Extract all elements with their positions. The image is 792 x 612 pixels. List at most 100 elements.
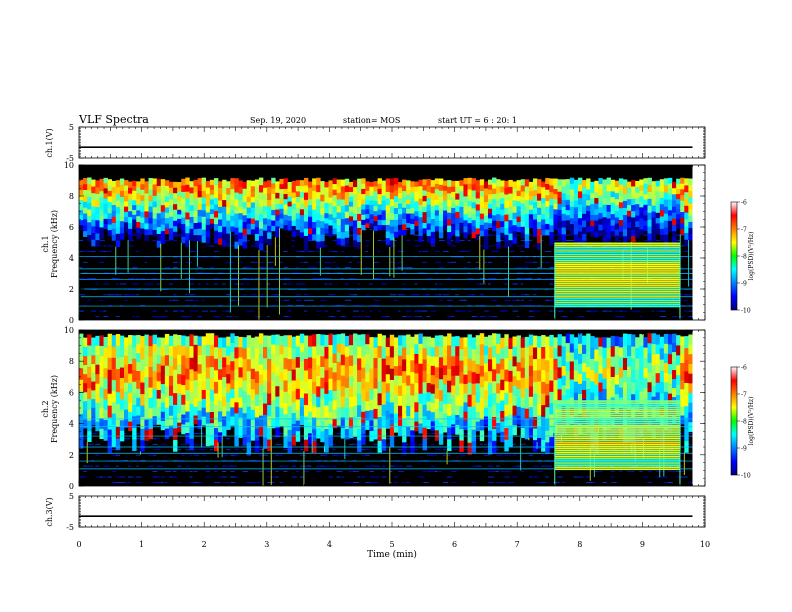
spectrum-cell bbox=[598, 373, 603, 383]
noise-cell bbox=[79, 476, 86, 478]
noise-cell bbox=[483, 443, 488, 445]
spectrum-cell bbox=[197, 391, 202, 402]
spectrum-cell bbox=[516, 221, 522, 227]
noise-cell bbox=[483, 427, 491, 429]
spectrum-cell bbox=[594, 231, 599, 238]
spectrum-cell bbox=[442, 190, 448, 196]
spectrum-cell bbox=[83, 400, 88, 411]
noise-cell bbox=[545, 261, 550, 263]
spectrum-cell bbox=[516, 335, 522, 345]
spectrum-cell bbox=[532, 358, 538, 371]
noise-cell bbox=[144, 261, 147, 263]
spectrum-cell bbox=[242, 214, 247, 222]
noise-cell bbox=[385, 245, 390, 247]
noise-cell bbox=[414, 256, 419, 258]
noise-cell bbox=[107, 305, 112, 307]
spectrum-cell bbox=[680, 183, 685, 190]
spectrum-cell bbox=[410, 186, 415, 193]
spectrum-cell bbox=[406, 180, 411, 186]
spectrum-cell bbox=[475, 186, 481, 193]
noise-cell bbox=[218, 305, 224, 307]
spectrum-cell bbox=[475, 234, 481, 241]
spectrum-cell bbox=[483, 215, 489, 223]
noise-cell bbox=[230, 460, 235, 462]
spectrum-cell bbox=[136, 221, 141, 228]
spectrum-cell bbox=[430, 180, 436, 187]
spectrum-cell bbox=[471, 184, 477, 191]
spectrum-cell bbox=[222, 425, 227, 437]
noise-cell bbox=[541, 256, 545, 258]
noise-cell bbox=[524, 294, 530, 296]
noise-cell bbox=[234, 272, 238, 274]
spectrum-cell bbox=[156, 192, 162, 200]
noise-cell bbox=[545, 476, 549, 478]
spectrum-cell bbox=[132, 185, 137, 191]
spectrum-cell bbox=[438, 335, 444, 347]
noise-cell bbox=[209, 449, 213, 451]
noise-cell bbox=[451, 288, 457, 290]
noise-cell bbox=[643, 234, 648, 236]
spectrum-cell bbox=[479, 365, 485, 377]
spectrum-cell bbox=[189, 198, 194, 206]
spectrum-cell bbox=[594, 197, 599, 204]
spectrum-cell bbox=[389, 379, 395, 392]
noise-cell bbox=[340, 454, 347, 456]
spectrum-cell bbox=[226, 420, 231, 430]
spectrum-cell bbox=[434, 408, 440, 420]
spectrum-cell bbox=[606, 218, 611, 226]
spectrum-cell bbox=[177, 218, 182, 224]
spectrum-cell bbox=[308, 233, 313, 241]
spectrum-cell bbox=[226, 355, 231, 365]
spectrum-cell bbox=[197, 345, 202, 356]
spectrum-cell bbox=[164, 386, 170, 398]
spectrum-cell bbox=[455, 365, 460, 376]
spectrum-cell bbox=[136, 187, 141, 194]
noise-cell bbox=[258, 471, 263, 472]
spectrum-cell bbox=[128, 392, 133, 403]
spectrum-cell bbox=[156, 337, 162, 347]
spectrum-cell bbox=[152, 352, 158, 363]
spectrum-cell bbox=[577, 383, 583, 394]
spectrum-cell bbox=[541, 439, 546, 452]
spectrum-cell bbox=[238, 225, 243, 233]
noise-cell bbox=[528, 454, 534, 456]
spectrum-cell bbox=[618, 387, 624, 398]
noise-cell bbox=[201, 443, 207, 445]
spectrum-cell bbox=[291, 369, 297, 381]
spectrum-cell bbox=[332, 418, 337, 429]
spectrum-cell bbox=[532, 439, 538, 452]
spectrum-cell bbox=[115, 226, 121, 234]
spectrum-cell bbox=[279, 416, 284, 427]
spectrum-cell bbox=[545, 348, 550, 361]
noise-cell bbox=[402, 288, 407, 290]
spectrum-cell bbox=[91, 232, 96, 240]
noise-cell bbox=[320, 278, 325, 279]
spectrum-cell bbox=[144, 199, 149, 206]
spectrum-cell bbox=[258, 199, 264, 207]
noise-cell bbox=[676, 234, 683, 236]
noise-cell bbox=[79, 251, 84, 252]
spectrum-cell bbox=[516, 344, 522, 354]
spectrum-cell bbox=[369, 218, 374, 224]
spectrum-cell bbox=[164, 375, 170, 387]
noise-cell bbox=[459, 256, 464, 258]
noise-cell bbox=[680, 305, 686, 307]
spectrum-cell bbox=[451, 180, 456, 187]
spectrum-cell bbox=[659, 197, 665, 205]
spectrum-cell bbox=[213, 178, 219, 185]
noise-cell bbox=[250, 294, 257, 296]
noise-cell bbox=[438, 299, 443, 301]
spectrum-cell bbox=[316, 344, 321, 356]
spectrum-cell bbox=[234, 178, 239, 186]
spectrum-cell bbox=[414, 201, 419, 207]
noise-cell bbox=[684, 299, 689, 301]
spectrum-cell bbox=[107, 224, 113, 231]
spectrum-cell bbox=[201, 398, 207, 408]
spectrum-cell bbox=[430, 365, 436, 376]
noise-cell bbox=[500, 310, 507, 312]
spectrum-cell bbox=[614, 374, 620, 385]
spectrum-cell bbox=[418, 373, 423, 384]
spectrum-cell bbox=[627, 377, 632, 389]
spectrum-cell bbox=[500, 215, 505, 222]
spectrum-cell bbox=[565, 194, 571, 200]
